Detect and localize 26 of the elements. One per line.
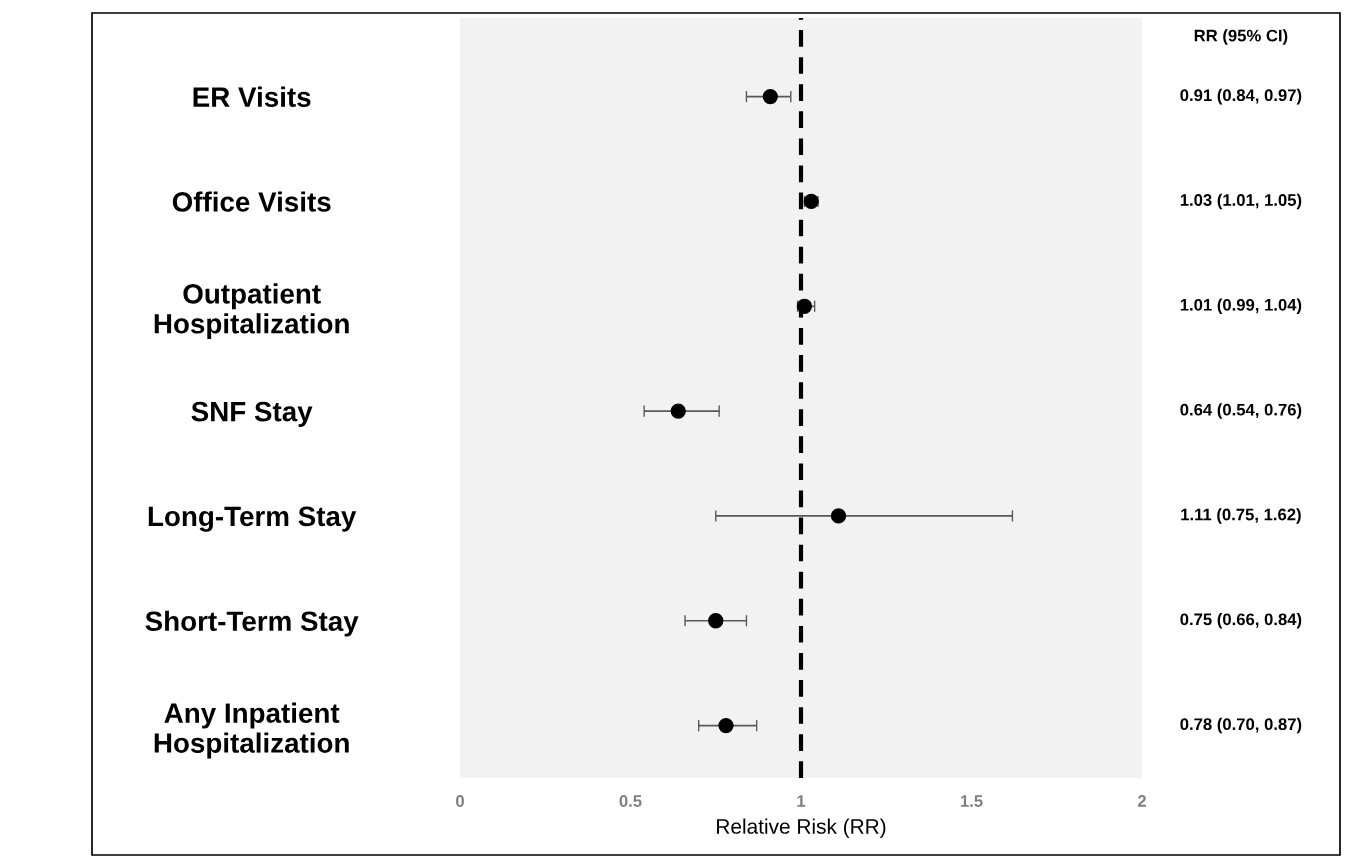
data-label: 0.78 (0.70, 0.87) — [1180, 717, 1302, 734]
y-tick-label: SNF Stay — [191, 401, 313, 427]
data-label: 1.01 (0.99, 1.04) — [1180, 298, 1302, 315]
y-tick-label: Long-Term Stay — [148, 506, 357, 532]
data-label: 1.11 (0.75, 1.62) — [1181, 508, 1301, 524]
x-tick-label: 1 — [797, 795, 806, 807]
y-tick-label: Office Visits — [172, 191, 331, 212]
x-axis-title: Relative Risk (RR) — [717, 818, 886, 838]
point — [762, 88, 778, 105]
y-tick-label: ER Visits — [193, 86, 311, 107]
data-label: 0.75 (0.66, 0.84) — [1180, 612, 1302, 629]
x-tick-label: 0 — [456, 795, 464, 807]
x-tick-label: 2 — [1137, 795, 1146, 807]
text: RR (95% CI) — [1194, 29, 1288, 45]
y-tick-label: Short-Term Stay — [145, 610, 359, 637]
point — [708, 613, 724, 629]
data-label: 1.03 (1.01, 1.05) — [1180, 193, 1302, 210]
x-tick-label: 1.5 — [960, 795, 983, 807]
y-tick-label: Any Inpatient Hospitalization — [154, 702, 349, 759]
x-tick-label: 0.5 — [619, 795, 642, 807]
point — [718, 717, 734, 734]
data-label: 0.91 (0.84, 0.97) — [1180, 88, 1302, 105]
point — [670, 403, 686, 419]
y-tick-label: Outpatient Hospitalization — [154, 283, 349, 340]
data-label: 0.64 (0.54, 0.76) — [1180, 403, 1302, 419]
point — [830, 508, 847, 524]
